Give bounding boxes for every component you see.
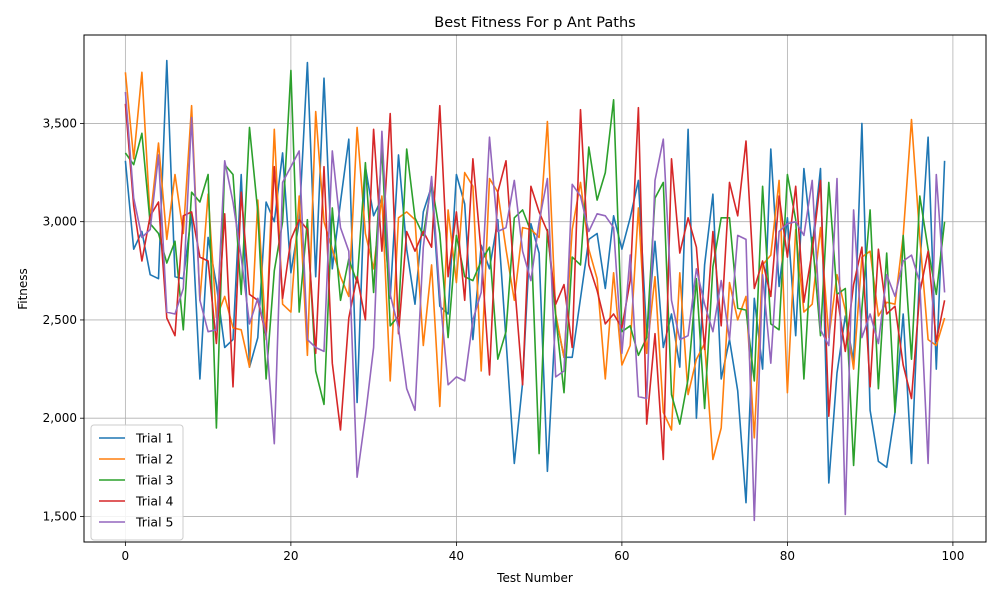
x-axis-ticks: 0 20 40 60 80 100 xyxy=(122,542,964,563)
legend-label: Trial 3 xyxy=(135,473,173,488)
x-tick-label: 80 xyxy=(780,549,795,563)
series-lines xyxy=(124,59,946,522)
y-tick-label: 1,500 xyxy=(43,509,77,523)
series-line-trial-5 xyxy=(124,91,946,522)
legend-label: Trial 1 xyxy=(135,431,173,446)
plot-frame xyxy=(83,34,987,543)
legend-label: Trial 4 xyxy=(135,494,174,509)
x-tick-label: 60 xyxy=(614,549,629,563)
x-tick-label: 20 xyxy=(283,549,298,563)
legend-label: Trial 5 xyxy=(135,515,173,530)
y-tick-label: 3,000 xyxy=(43,215,77,229)
x-tick-label: 40 xyxy=(449,549,464,563)
legend-box xyxy=(90,424,184,541)
chart-title: Best Fitness For p Ant Paths xyxy=(434,15,635,31)
legend-label: Trial 2 xyxy=(135,452,173,467)
y-tick-label: 2,000 xyxy=(43,411,77,425)
legend: Trial 1 Trial 2 Trial 3 Trial 4 Trial 5 xyxy=(90,424,184,541)
x-tick-label: 0 xyxy=(122,549,130,563)
series-line-trial-3 xyxy=(124,69,946,467)
y-tick-label: 3,500 xyxy=(43,116,77,130)
x-axis-title: Test Number xyxy=(496,571,573,585)
y-axis-ticks: 1,500 2,000 2,500 3,000 3,500 xyxy=(43,116,84,523)
y-axis-title: Fitness xyxy=(16,268,30,310)
y-tick-label: 2,500 xyxy=(43,313,77,327)
x-tick-label: 100 xyxy=(941,549,964,563)
